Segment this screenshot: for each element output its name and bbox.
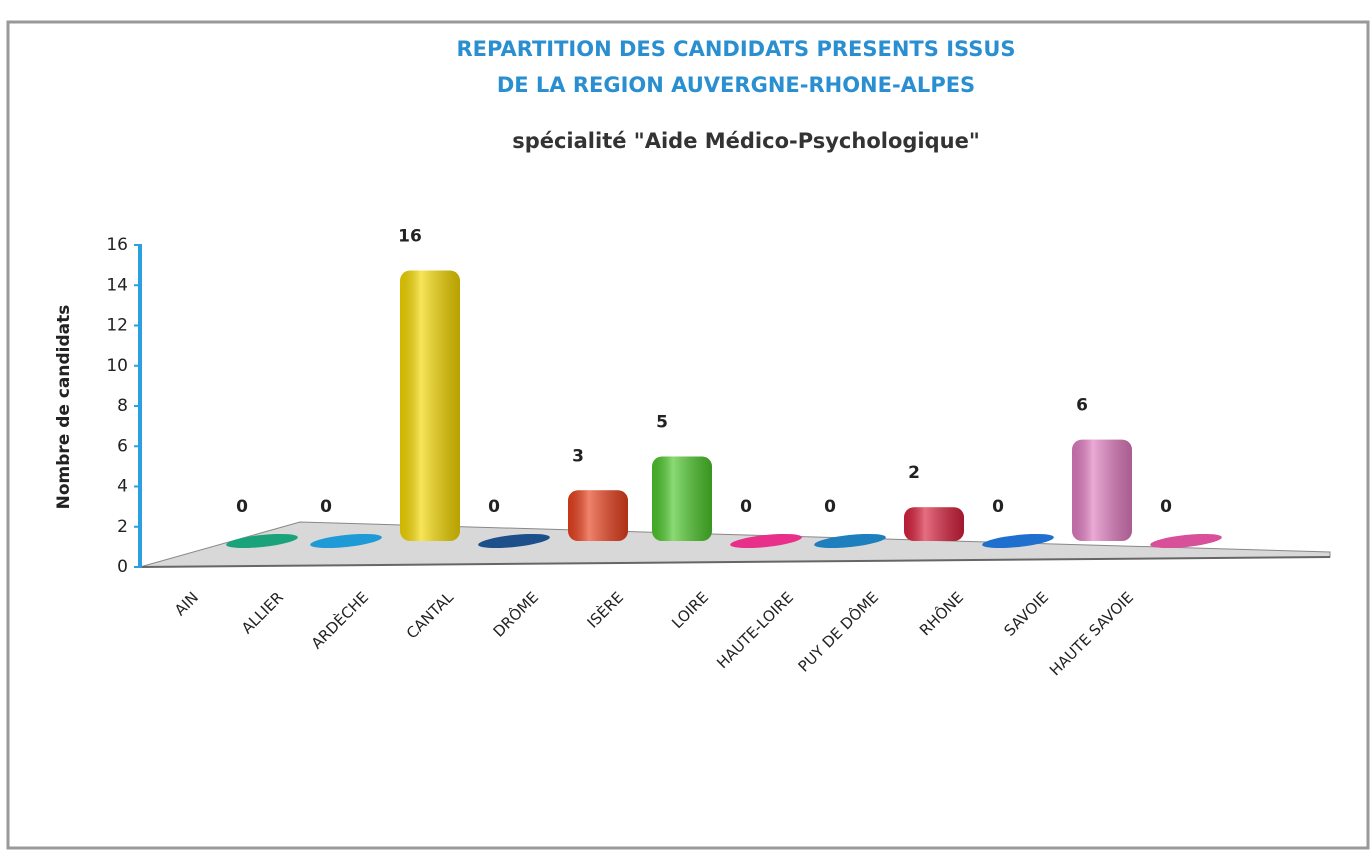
value-label: 0 <box>992 497 1004 517</box>
chart-title: REPARTITION DES CANDIDATS PRESENTS ISSUS <box>457 37 1016 61</box>
bar-shade <box>1072 439 1132 541</box>
value-label: 0 <box>740 497 752 517</box>
bar-shade <box>400 270 460 541</box>
y-tick-label: 2 <box>117 517 128 537</box>
y-tick-label: 16 <box>106 235 128 255</box>
bar <box>310 533 382 549</box>
frame <box>6 20 1370 850</box>
y-tick-label: 14 <box>106 275 128 295</box>
bar <box>730 533 802 549</box>
value-label: 0 <box>236 497 248 517</box>
value-label: 2 <box>908 463 920 483</box>
y-tick-label: 4 <box>117 477 128 497</box>
bar <box>1150 533 1222 549</box>
bar-shade <box>568 490 628 541</box>
value-label: 0 <box>1160 497 1172 517</box>
chart-title: DE LA REGION AUVERGNE-RHONE-ALPES <box>497 73 975 97</box>
y-tick-label: 12 <box>106 316 128 336</box>
bar-shade <box>904 507 964 541</box>
value-label: 3 <box>572 446 584 466</box>
y-tick-label: 0 <box>117 557 128 577</box>
bar <box>982 533 1054 549</box>
value-label: 5 <box>656 412 668 432</box>
y-tick-label: 10 <box>106 356 128 376</box>
value-label: 6 <box>1076 396 1088 416</box>
bar <box>226 533 298 549</box>
bar <box>814 533 886 549</box>
bar <box>478 533 550 549</box>
value-label: 16 <box>398 227 422 247</box>
y-tick-label: 8 <box>117 396 128 416</box>
y-axis-label: Nombre de candidats <box>54 305 74 510</box>
x-axis <box>139 556 1331 568</box>
bar-shade <box>652 456 712 541</box>
value-label: 0 <box>320 497 332 517</box>
chart-subtitle: spécialité "Aide Médico-Psychologique" <box>512 129 980 153</box>
y-tick-label: 6 <box>117 436 128 456</box>
value-label: 0 <box>824 497 836 517</box>
value-label: 0 <box>488 497 500 517</box>
